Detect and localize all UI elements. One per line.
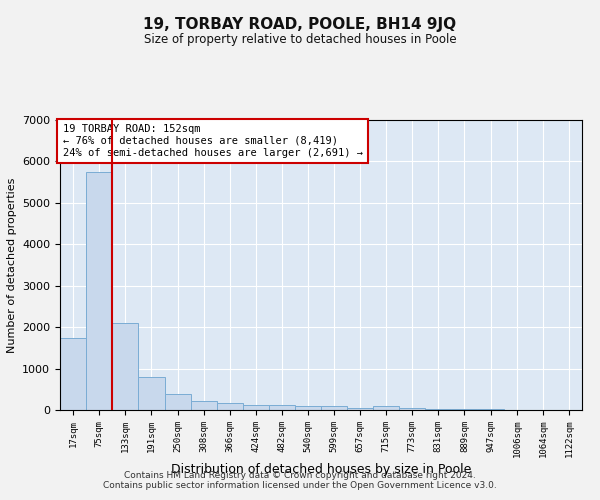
Bar [217,404,242,410]
Bar [138,377,164,410]
Bar [295,406,321,410]
Bar [347,408,373,410]
Bar [191,401,217,410]
Text: Size of property relative to detached houses in Poole: Size of property relative to detached ho… [143,32,457,46]
X-axis label: Distribution of detached houses by size in Poole: Distribution of detached houses by size … [171,463,471,476]
Bar [400,408,425,410]
Bar [60,338,86,410]
Bar [86,172,112,410]
Text: Contains HM Land Registry data © Crown copyright and database right 2024.: Contains HM Land Registry data © Crown c… [124,470,476,480]
Bar [112,323,138,410]
Bar [242,404,269,410]
Bar [269,405,295,410]
Text: Contains public sector information licensed under the Open Government Licence v3: Contains public sector information licen… [103,480,497,490]
Bar [321,406,347,410]
Y-axis label: Number of detached properties: Number of detached properties [7,178,17,352]
Text: 19, TORBAY ROAD, POOLE, BH14 9JQ: 19, TORBAY ROAD, POOLE, BH14 9JQ [143,18,457,32]
Bar [373,406,400,410]
Bar [164,394,191,410]
Bar [425,409,451,410]
Text: 19 TORBAY ROAD: 152sqm
← 76% of detached houses are smaller (8,419)
24% of semi-: 19 TORBAY ROAD: 152sqm ← 76% of detached… [62,124,362,158]
Bar [451,409,478,410]
